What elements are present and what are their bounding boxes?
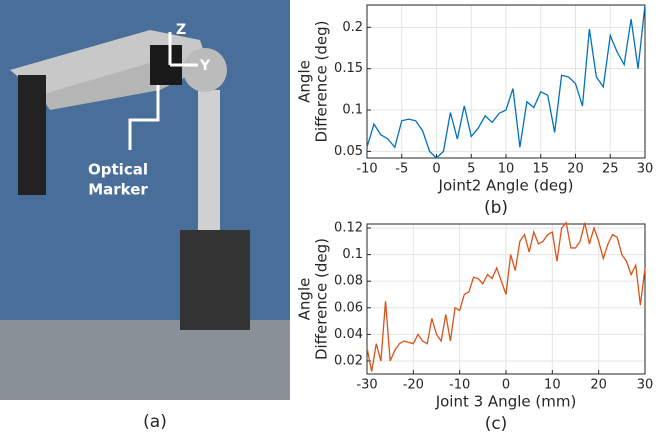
x-tick-label: 10 xyxy=(544,378,561,393)
x-tick-label: -10 xyxy=(449,378,470,393)
x-tick-label: 30 xyxy=(637,162,654,177)
x-tick-label: -10 xyxy=(356,162,377,177)
caption: (c) xyxy=(485,414,508,434)
x-tick-label: 0 xyxy=(432,162,440,177)
x-tick-label: 15 xyxy=(532,162,549,177)
marker-label: Optical xyxy=(88,161,148,179)
y-tick-label: 0.08 xyxy=(334,274,363,289)
y-tick-label: 0.1 xyxy=(342,103,363,118)
y-tick-label: 0.1 xyxy=(342,247,363,262)
table xyxy=(0,320,290,400)
plot-frame xyxy=(366,4,646,159)
y-axis-label: Difference (deg) xyxy=(313,238,331,360)
y-tick-label: 0.06 xyxy=(334,300,363,315)
data-line xyxy=(366,4,646,159)
x-tick-label: 20 xyxy=(590,378,607,393)
y-tick-label: 0.05 xyxy=(334,144,363,159)
motor xyxy=(180,230,250,330)
pointer xyxy=(128,85,160,150)
plot-frame xyxy=(366,223,646,375)
axis-label: Z xyxy=(176,22,186,38)
x-tick-label: -20 xyxy=(403,378,424,393)
gripper xyxy=(18,75,46,195)
joint xyxy=(183,48,227,92)
x-tick-label: 25 xyxy=(602,162,619,177)
data-line xyxy=(366,221,646,372)
x-tick-label: -5 xyxy=(395,162,408,177)
axis-label: Y xyxy=(199,58,211,74)
x-tick-label: 10 xyxy=(498,162,515,177)
x-tick-label: -30 xyxy=(356,378,377,393)
x-tick-label: 30 xyxy=(637,378,654,393)
y-axis-label: Angle xyxy=(296,278,314,321)
y-tick-label: 0.2 xyxy=(342,20,363,35)
y-tick-label: 0.04 xyxy=(334,327,363,342)
x-tick-label: 5 xyxy=(467,162,475,177)
y-tick-label: 0.12 xyxy=(334,220,363,235)
caption: (a) xyxy=(143,412,167,432)
x-axis-label: Joint 3 Angle (mm) xyxy=(435,393,577,411)
photo: Z Y Optical Marker xyxy=(0,0,290,400)
y-tick-label: 0.15 xyxy=(334,61,363,76)
y-axis-label: Angle xyxy=(296,60,314,103)
x-tick-label: 20 xyxy=(567,162,584,177)
x-tick-label: 0 xyxy=(502,378,510,393)
marker-label: Marker xyxy=(88,181,148,199)
x-axis-label: Joint2 Angle (deg) xyxy=(438,177,574,195)
y-tick-label: 0.02 xyxy=(334,353,363,368)
caption: (b) xyxy=(484,198,508,218)
y-axis-label: Difference (deg) xyxy=(313,20,331,142)
